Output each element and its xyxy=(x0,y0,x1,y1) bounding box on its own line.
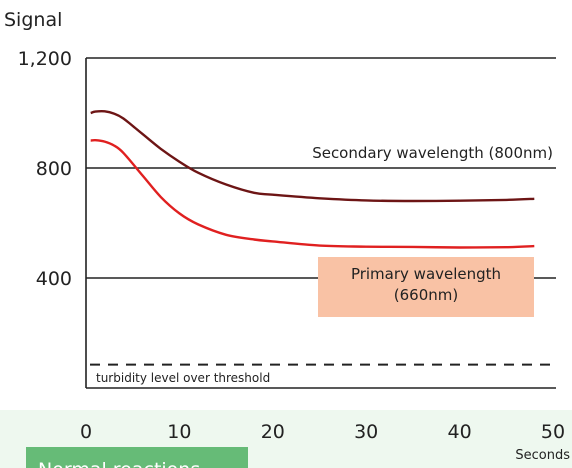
x-axis-title: Seconds xyxy=(515,448,570,463)
secondary-wavelength-label: Secondary wavelength (800nm) xyxy=(312,144,553,162)
series-layer xyxy=(90,109,535,249)
primary-wavelength-label-box xyxy=(318,257,534,317)
threshold-label: turbidity level over threshold xyxy=(96,371,270,385)
primary-wavelength-label-line: (660nm) xyxy=(394,286,458,304)
footer-badge-text: Normal reactions xyxy=(38,459,200,468)
x-tick-label: 0 xyxy=(80,421,92,443)
primary-wavelength-label-line: Primary wavelength xyxy=(351,265,501,283)
y-axis-title: Signal xyxy=(4,9,62,31)
y-tick-label: 1,200 xyxy=(18,48,72,70)
series-line-primary xyxy=(90,138,535,249)
footer-badge-bg xyxy=(26,447,248,468)
y-tick-label: 400 xyxy=(36,268,72,290)
x-tick-label: 30 xyxy=(354,421,378,443)
footer-badge: Normal reactions xyxy=(26,447,248,468)
x-tick-label: 10 xyxy=(167,421,191,443)
series-line-secondary xyxy=(90,109,535,203)
x-tick-label: 20 xyxy=(261,421,285,443)
y-tick-label: 800 xyxy=(36,158,72,180)
x-tick-label: 50 xyxy=(541,421,565,443)
x-tick-label: 40 xyxy=(448,421,472,443)
axis-layer: 400 800 1,200 0 10 20 30 40 50 xyxy=(18,48,566,443)
label-layer: Signal Seconds turbidity level over thresh… xyxy=(4,9,570,468)
